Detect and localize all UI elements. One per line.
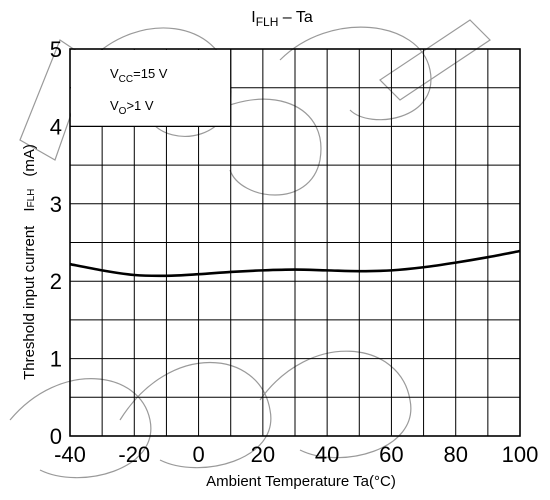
y-tick-label: 3 xyxy=(50,192,62,217)
x-tick-label: -40 xyxy=(54,442,86,467)
svg-text:Threshold input currentIFLH(mA: Threshold input currentIFLH(mA) xyxy=(21,144,38,380)
conditions-box: VCC=15 V VO>1 V xyxy=(70,49,232,128)
y-tick-label: 4 xyxy=(50,114,62,139)
series-line xyxy=(69,249,521,278)
x-tick-label: 40 xyxy=(315,442,339,467)
y-tick-labels: 0 1 2 3 4 5 xyxy=(50,37,62,449)
x-tick-label: 100 xyxy=(502,442,539,467)
condition-vo: VO>1 V xyxy=(110,98,154,117)
y-tick-label: 5 xyxy=(50,37,62,62)
x-tick-labels: -40 -20 0 20 40 60 80 100 xyxy=(54,442,538,467)
x-tick-label: 80 xyxy=(443,442,467,467)
y-tick-label: 1 xyxy=(50,347,62,372)
chart-title: IFLH – Ta xyxy=(251,9,313,29)
y-tick-label: 0 xyxy=(50,424,62,449)
x-axis-label: Ambient Temperature Ta(°C) xyxy=(206,473,396,490)
x-tick-label: 0 xyxy=(192,442,204,467)
y-axis-label: Threshold input currentIFLH(mA) xyxy=(21,144,38,380)
y-tick-label: 2 xyxy=(50,269,62,294)
condition-vcc: VCC=15 V xyxy=(110,66,168,85)
watermark xyxy=(9,19,491,479)
x-tick-label: -20 xyxy=(118,442,150,467)
x-tick-label: 60 xyxy=(379,442,403,467)
plot-frame xyxy=(69,48,521,437)
x-tick-label: 20 xyxy=(251,442,275,467)
